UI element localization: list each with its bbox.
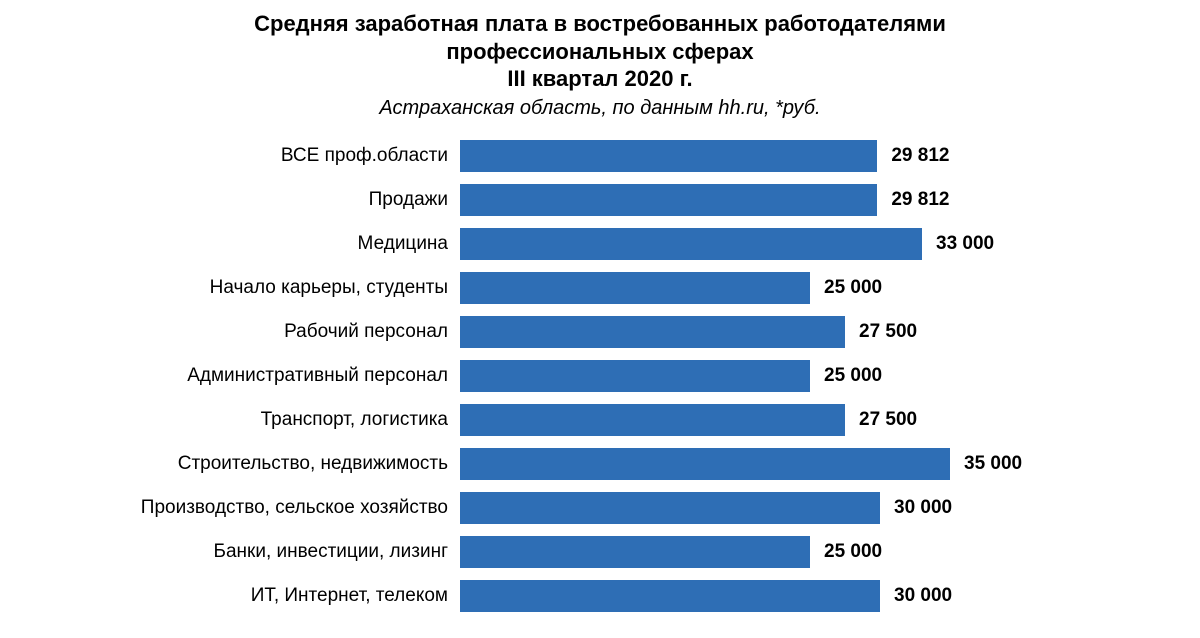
category-label: Административный персонал [187, 365, 448, 387]
bar-row: Продажи 29 812 [0, 184, 1200, 216]
bar [460, 580, 880, 612]
bar-row: Медицина 33 000 [0, 228, 1200, 260]
value-label: 30 000 [894, 585, 952, 607]
bar [460, 316, 845, 348]
bar-row: ВСЕ проф.области 29 812 [0, 140, 1200, 172]
category-label: Продажи [369, 189, 448, 211]
bar [460, 448, 950, 480]
bar-row: ИТ, Интернет, телеком 30 000 [0, 580, 1200, 612]
value-label: 25 000 [824, 277, 882, 299]
bar [460, 272, 810, 304]
bar [460, 360, 810, 392]
value-label: 27 500 [859, 409, 917, 431]
bar [460, 184, 877, 216]
bar-row: Административный персонал 25 000 [0, 360, 1200, 392]
chart-title-line-1: Средняя заработная плата в востребованны… [0, 10, 1200, 38]
bar-row: Строительство, недвижимость 35 000 [0, 448, 1200, 480]
value-label: 25 000 [824, 541, 882, 563]
category-label: ИТ, Интернет, телеком [251, 585, 448, 607]
chart-title-block: Средняя заработная плата в востребованны… [0, 0, 1200, 120]
bar-row: Банки, инвестиции, лизинг 25 000 [0, 536, 1200, 568]
category-label: ВСЕ проф.области [281, 145, 448, 167]
category-label: Строительство, недвижимость [178, 453, 448, 475]
category-label: Банки, инвестиции, лизинг [214, 541, 449, 563]
value-label: 25 000 [824, 365, 882, 387]
value-label: 33 000 [936, 233, 994, 255]
bar-row: Начало карьеры, студенты 25 000 [0, 272, 1200, 304]
category-label: Транспорт, логистика [261, 409, 448, 431]
bar-row: Производство, сельское хозяйство 30 000 [0, 492, 1200, 524]
chart-subtitle: Астраханская область, по данным hh.ru, *… [0, 97, 1200, 120]
value-label: 29 812 [891, 189, 949, 211]
bar-row: Транспорт, логистика 27 500 [0, 404, 1200, 436]
salary-bar-chart: Средняя заработная плата в востребованны… [0, 0, 1200, 638]
bar [460, 228, 922, 260]
chart-title-line-3: III квартал 2020 г. [0, 65, 1200, 93]
bar [460, 492, 880, 524]
bar [460, 140, 877, 172]
bar [460, 536, 810, 568]
bar-row: Рабочий персонал 27 500 [0, 316, 1200, 348]
category-label: Медицина [358, 233, 448, 255]
value-label: 30 000 [894, 497, 952, 519]
value-label: 35 000 [964, 453, 1022, 475]
category-label: Рабочий персонал [284, 321, 448, 343]
bar [460, 404, 845, 436]
value-label: 27 500 [859, 321, 917, 343]
category-label: Начало карьеры, студенты [210, 277, 448, 299]
value-label: 29 812 [891, 145, 949, 167]
category-label: Производство, сельское хозяйство [141, 497, 448, 519]
chart-title-line-2: профессиональных сферах [0, 38, 1200, 66]
